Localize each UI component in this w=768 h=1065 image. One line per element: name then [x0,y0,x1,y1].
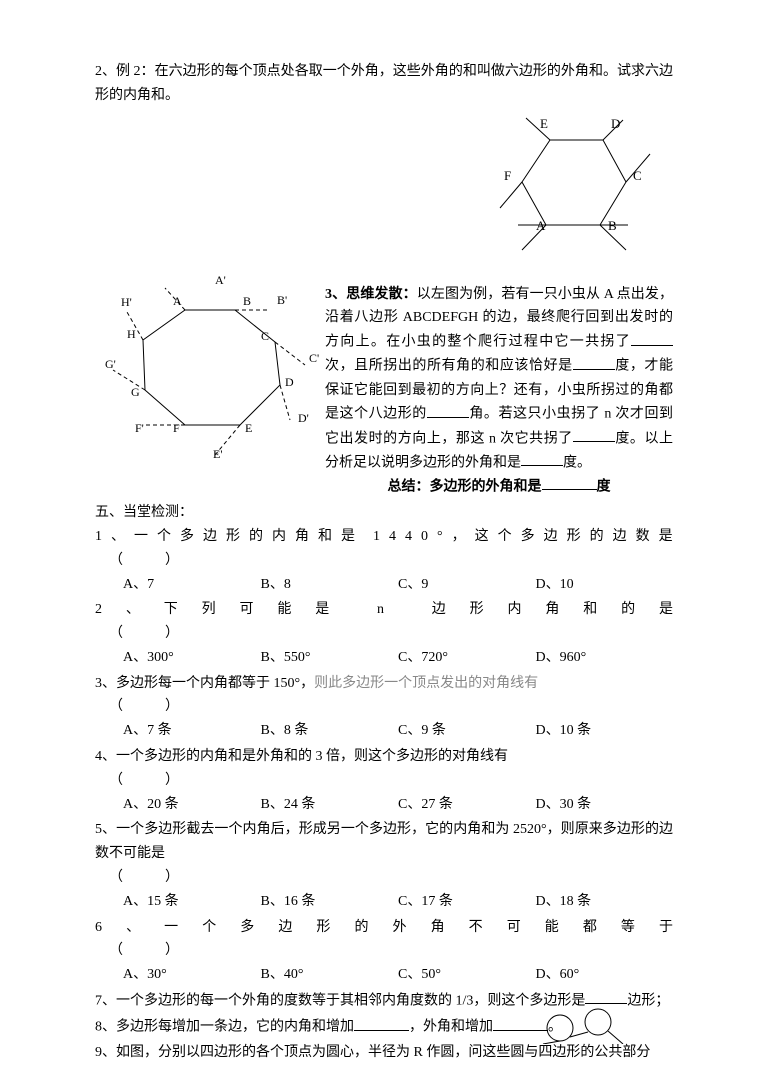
svg-text:F: F [504,168,511,183]
q8-a: 8、多边形每增加一条边，它的内角和增加 [95,1020,354,1035]
svg-text:H': H' [121,295,132,309]
q7-stem-a: 7、一个多边形的每一个外角的度数等于其相邻内角度数的 1/3，则这个多边形是 [95,993,585,1008]
svg-text:G': G' [105,357,116,371]
option: A、30° [123,963,261,987]
answer-paren: （ ） [109,866,673,890]
options: A、7B、8C、9D、10 [95,573,673,597]
option: B、24 条 [261,793,399,817]
q3-lead: 3、思维发散： [325,287,417,302]
option: C、17 条 [398,890,536,914]
question-9: 9、如图，分别以四边形的各个顶点为圆心，半径为 R 作圆，问这些圆与四边形的公共… [95,1041,673,1065]
blank [427,402,469,417]
option: A、300° [123,646,261,670]
option: D、30 条 [536,793,674,817]
question-6: 6、一个多边形的外角不可能都等于（ ）A、30°B、40°C、50°D、60° [95,916,673,987]
option: D、60° [536,963,674,987]
section-5-title: 五、当堂检测： [95,501,673,525]
options: A、7 条B、8 条C、9 条D、10 条 [95,719,673,743]
blank [573,354,615,369]
answer-paren: （ ） [109,622,673,646]
blank [521,451,563,466]
question-stem: 5、一个多边形截去一个内角后，形成另一个多边形，它的内角和为 2520°，则原来… [95,818,673,866]
option: A、20 条 [123,793,261,817]
svg-text:F: F [173,421,180,435]
svg-text:E: E [540,116,548,131]
svg-text:C': C' [309,351,319,365]
option: C、27 条 [398,793,536,817]
answer-paren: （ ） [109,769,673,793]
svg-text:F': F' [135,421,144,435]
svg-text:H: H [127,327,136,341]
options: A、15 条B、16 条C、17 条D、18 条 [95,890,673,914]
question-stem: 3、多边形每一个内角都等于 150°，则此多边形一个顶点发出的对角线有 [95,672,673,696]
option: D、960° [536,646,674,670]
octagon-figure: A B C D E F G H A' B' C' D' E' F' G' H' [85,270,335,460]
svg-text:A': A' [215,273,226,287]
svg-text:C: C [261,329,269,343]
circles-figure [538,1004,628,1044]
answer-paren: （ ） [109,695,673,719]
question-stem: 1、一个多边形的内角和是 1440°，这个多边形的边数是 [95,525,673,549]
q3-text-2: 次，且所拐出的所有角的和应该恰好是 [325,359,573,374]
svg-text:D': D' [298,411,309,425]
svg-text:D: D [285,375,294,389]
option: C、9 [398,573,536,597]
options: A、20 条B、24 条C、27 条D、30 条 [95,793,673,817]
question-stem: 6、一个多边形的外角不可能都等于 [95,916,673,940]
svg-text:B: B [608,218,617,233]
blank [542,475,597,490]
q3-conclusion: 总结：多边形的外角和是 度 [325,475,673,499]
blank [354,1015,409,1030]
question-list: 1、一个多边形的内角和是 1440°，这个多边形的边数是（ ）A、7B、8C、9… [95,525,673,987]
option: B、8 [261,573,399,597]
option: B、8 条 [261,719,399,743]
blank [631,330,673,345]
question-3: 3、思维发散：以左图为例，若有一只小虫从 A 点出发，沿着八边形 ABCDEFG… [325,283,673,475]
blank [573,427,615,442]
option: D、10 [536,573,674,597]
svg-text:A: A [173,294,182,308]
svg-text:A: A [536,218,546,233]
option: D、10 条 [536,719,674,743]
option: C、9 条 [398,719,536,743]
question-2: 2、下列可能是 n 边形内角和的是（ ）A、300°B、550°C、720°D、… [95,598,673,669]
question-stem: 2、下列可能是 n 边形内角和的是 [95,598,673,622]
option: C、50° [398,963,536,987]
svg-text:B': B' [277,293,287,307]
q3-text-6: 度。 [563,455,591,470]
question-1: 1、一个多边形的内角和是 1440°，这个多边形的边数是（ ）A、7B、8C、9… [95,525,673,596]
option: A、7 [123,573,261,597]
question-3: 3、多边形每一个内角都等于 150°，则此多边形一个顶点发出的对角线有（ ）A、… [95,672,673,743]
conclusion-b: 度 [597,479,611,494]
svg-text:E: E [245,421,252,435]
question-stem: 4、一个多边形的内角和是外角和的 3 倍，则这个多边形的对角线有 [95,745,673,769]
option: A、15 条 [123,890,261,914]
svg-text:C: C [633,168,642,183]
hexagon-figure: A B C D E F [478,110,668,260]
question-4: 4、一个多边形的内角和是外角和的 3 倍，则这个多边形的对角线有（ ）A、20 … [95,745,673,816]
svg-text:B: B [243,294,251,308]
conclusion-a: 总结：多边形的外角和是 [388,479,542,494]
answer-paren: （ ） [109,549,673,573]
svg-text:D: D [611,116,620,131]
option: B、16 条 [261,890,399,914]
answer-paren: （ ） [109,939,673,963]
option: B、40° [261,963,399,987]
option: A、7 条 [123,719,261,743]
svg-text:G: G [131,385,140,399]
options: A、300°B、550°C、720°D、960° [95,646,673,670]
options: A、30°B、40°C、50°D、60° [95,963,673,987]
blank [585,989,627,1004]
example-2: 2、例 2：在六边形的每个顶点处各取一个外角，这些外角的和叫做六边形的外角和。试… [95,60,673,108]
question-5: 5、一个多边形截去一个内角后，形成另一个多边形，它的内角和为 2520°，则原来… [95,818,673,913]
q8-b: ，外角和增加 [409,1020,493,1035]
option: B、550° [261,646,399,670]
svg-text:E': E' [213,447,223,461]
option: D、18 条 [536,890,674,914]
q7-stem-b: 边形； [627,993,669,1008]
option: C、720° [398,646,536,670]
